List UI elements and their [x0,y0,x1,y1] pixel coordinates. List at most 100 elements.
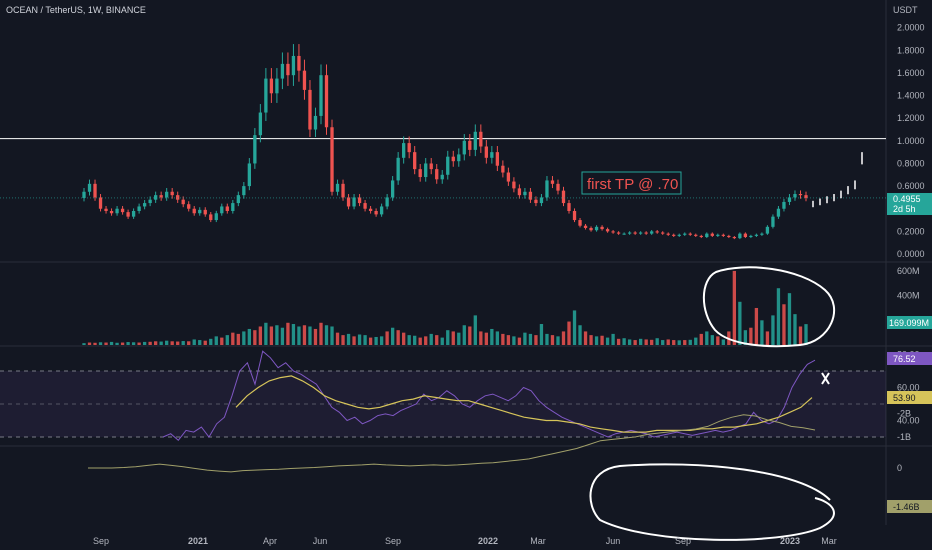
volume-bar [313,328,318,345]
volume-bar [627,339,632,345]
volume-bar [490,328,494,345]
volume-bar [457,332,461,345]
candle-body [407,143,411,153]
candle-body [269,78,274,94]
volume-bar [644,339,648,345]
volume-bar [440,337,444,345]
volume-bar [716,336,720,345]
volume-bar [319,322,323,345]
candle-body [308,89,312,130]
candle-body [275,78,279,94]
volume-bar [479,331,483,345]
volume-bar [771,315,775,345]
candle-body [589,227,593,231]
volume-bar [98,342,103,345]
oscillator-axis[interactable]: 0 -1B -2B [897,408,911,473]
time-axis[interactable]: Sep 2021 Apr Jun Sep 2022 Mar Jun Sep 2023 Mar [93,536,837,546]
hand-drawn-x-mark[interactable] [821,372,830,385]
candle-body [176,195,180,200]
candle-body [374,210,378,215]
volume-bar [605,337,610,345]
candle-body [324,75,329,128]
volume-bar [528,333,533,345]
price-tick-label: 0.0000 [897,249,925,259]
price-tick-label: 1.0000 [897,136,925,146]
volume-bar [104,342,108,345]
candle-body [765,226,770,234]
candle-body [534,199,538,204]
hand-drawn-circle-volume[interactable] [702,266,836,348]
candle-body [749,235,753,238]
candle-body [109,210,114,214]
symbol-legend[interactable]: OCEAN / TetherUS, 1W, BINANCE [6,5,146,15]
volume-bar [308,326,312,345]
volume-bar [258,326,263,345]
time-tick-label: Jun [313,536,328,546]
volume-bar [561,331,566,345]
volume-bar [126,342,130,345]
annotation-box[interactable] [581,171,682,195]
volume-bar [622,338,626,345]
hand-drawn-circle-oscillator[interactable] [589,463,835,541]
volume-bar [677,340,681,345]
candle-body [159,195,163,198]
candle-body [699,235,703,238]
volume-bar [583,331,588,345]
annotation-first-tp[interactable]: first TP @ .70 [581,171,682,195]
candle-body [368,208,373,211]
volume-bar [633,340,637,345]
volume-bar [550,335,555,345]
volume-bar [137,342,141,345]
volume-bar [253,330,257,345]
price-axis[interactable]: 2.0000 1.8000 1.6000 1.4000 1.2000 1.0000 0.80… [897,23,925,259]
candle-body [137,206,141,211]
candle-body [181,199,185,205]
candle-body [148,199,152,204]
candle-body [627,232,632,234]
volume-axis[interactable]: 600M 400M [897,266,920,301]
candle-body [236,195,240,204]
volume-bar [556,336,560,345]
candle-body [495,152,500,166]
candle-body [242,186,246,196]
volume-bar [501,333,505,345]
candle-body [683,233,687,235]
volume-bar [765,331,770,345]
oscillator-line [88,414,816,473]
candle-body [594,226,599,231]
candle-body [198,209,202,214]
time-tick-label: Sep [675,536,691,546]
volume-bar [495,331,500,345]
candle-body [82,191,86,198]
candle-body [192,208,196,214]
candle-body [396,157,400,181]
volume-bar [710,335,714,345]
candle-body [462,140,466,155]
projection-bars[interactable] [812,152,863,208]
candle-body [424,163,428,178]
volume-bar [170,341,174,345]
candle-body [787,197,792,202]
candle-body [506,172,511,182]
volume-bar [534,335,538,345]
volume-bar [616,338,621,345]
volume-bar [589,335,593,345]
rsi-ma-badge-box [887,391,932,404]
candle-body [413,152,417,170]
volume-bar [87,342,92,345]
candle-body [440,174,444,180]
candle-body [501,165,505,173]
volume-bar [192,339,196,345]
volume-bar [732,270,737,345]
candle-body [302,70,307,90]
candle-body [539,197,544,204]
volume-bar [539,324,544,345]
candle-body [451,156,455,162]
volume-tick-label: 600M [897,266,920,276]
candle-body [556,183,560,191]
candle-body [93,183,97,198]
volume-bar [639,338,643,345]
volume-bar [330,326,334,345]
candle-body [721,234,725,236]
